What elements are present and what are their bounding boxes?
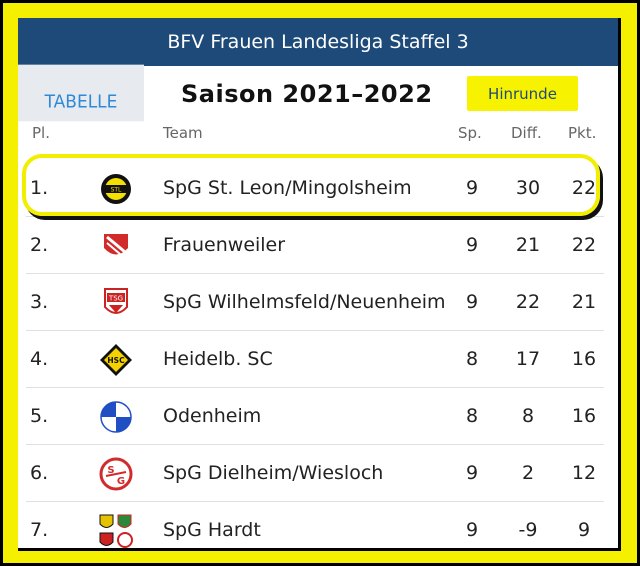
- fco-1910-logo-icon: [100, 401, 132, 433]
- col-team[interactable]: Team: [163, 124, 203, 142]
- games-played: 9: [465, 519, 479, 541]
- team-name[interactable]: SpG Hardt: [163, 519, 261, 541]
- games-played: 9: [465, 177, 479, 199]
- standings-panel: BFV Frauen Landesliga Staffel 3 TABELLE …: [18, 18, 621, 551]
- svg-text:HSC: HSC: [107, 356, 125, 365]
- team-name[interactable]: Odenheim: [163, 405, 262, 427]
- rank: 6.: [30, 462, 49, 484]
- col-diff[interactable]: Diff.: [511, 124, 542, 142]
- league-title: BFV Frauen Landesliga Staffel 3: [18, 18, 618, 66]
- goal-difference: 2: [521, 462, 535, 484]
- row-divider: [26, 216, 604, 217]
- rank: 5.: [30, 405, 49, 427]
- row-divider: [26, 387, 604, 388]
- row-divider: [26, 273, 604, 274]
- rank: 7.: [30, 519, 49, 541]
- svg-text:STL: STL: [111, 187, 122, 194]
- table-row[interactable]: 5. Odenheim 8 8 16: [18, 388, 618, 445]
- table-row[interactable]: 7. SpG Hardt 9 -9 9: [18, 502, 618, 548]
- tab-bar: TABELLE Saison 2021–2022 Hinrunde: [18, 64, 618, 122]
- table-row[interactable]: 6. S G SpG Dielheim/Wiesloch 9 2 12: [18, 445, 618, 502]
- points: 16: [571, 348, 597, 370]
- hinrunde-button[interactable]: Hinrunde: [467, 76, 578, 111]
- season-label: Saison 2021–2022: [181, 80, 433, 108]
- rank: 3.: [30, 291, 49, 313]
- table-row[interactable]: 1. STL SpG St. Leon/Mingolsheim 9 30 22: [18, 160, 618, 217]
- hardt-logos-icon: [99, 514, 133, 548]
- frauenweiler-logo-icon: [104, 234, 128, 255]
- points: 16: [571, 405, 597, 427]
- tsg-logo-icon: TSG: [104, 288, 128, 314]
- row-divider: [26, 444, 604, 445]
- table-row[interactable]: 3. TSG SpG Wilhelmsfeld/Neuenheim 9 22 2…: [18, 274, 618, 331]
- svg-text:S: S: [107, 465, 114, 476]
- team-name[interactable]: Frauenweiler: [163, 234, 286, 256]
- goal-difference: 22: [515, 291, 541, 313]
- points: 9: [577, 519, 591, 541]
- sg-logo-icon: S G: [99, 457, 133, 491]
- svg-text:G: G: [117, 476, 125, 487]
- table-row[interactable]: 4. HSC Heidelb. SC 8 17 16: [18, 331, 618, 388]
- rank: 4.: [30, 348, 49, 370]
- tab-tabelle[interactable]: TABELLE: [18, 64, 144, 122]
- games-played: 9: [465, 462, 479, 484]
- team-name[interactable]: Heidelb. SC: [163, 348, 273, 370]
- games-played: 9: [465, 234, 479, 256]
- points: 22: [571, 234, 597, 256]
- col-sp[interactable]: Sp.: [458, 124, 482, 142]
- goal-difference: 8: [521, 405, 535, 427]
- rank: 2.: [30, 234, 49, 256]
- row-divider: [26, 330, 604, 331]
- col-pl[interactable]: Pl.: [32, 124, 50, 142]
- points: 21: [571, 291, 597, 313]
- table-header: Pl. Team Sp. Diff. Pkt.: [18, 124, 618, 152]
- team-name[interactable]: SpG Wilhelmsfeld/Neuenheim: [163, 291, 446, 313]
- games-played: 8: [465, 405, 479, 427]
- svg-text:TSG: TSG: [108, 295, 123, 303]
- team-name[interactable]: SpG St. Leon/Mingolsheim: [163, 177, 412, 199]
- standings-table: 1. STL SpG St. Leon/Mingolsheim 9 30 22 …: [18, 160, 618, 548]
- st-leon-logo-icon: STL: [101, 174, 131, 204]
- table-row[interactable]: 2. Frauenweiler 9 21 22: [18, 217, 618, 274]
- row-divider: [26, 501, 604, 502]
- hsc-logo-icon: HSC: [100, 344, 132, 376]
- goal-difference: 21: [515, 234, 541, 256]
- team-name[interactable]: SpG Dielheim/Wiesloch: [163, 462, 384, 484]
- goal-difference: 30: [515, 177, 541, 199]
- games-played: 9: [465, 291, 479, 313]
- points: 12: [571, 462, 597, 484]
- games-played: 8: [465, 348, 479, 370]
- points: 22: [571, 177, 597, 199]
- goal-difference: 17: [515, 348, 541, 370]
- col-pkt[interactable]: Pkt.: [568, 124, 597, 142]
- rank: 1.: [30, 177, 49, 199]
- goal-difference: -9: [518, 519, 538, 541]
